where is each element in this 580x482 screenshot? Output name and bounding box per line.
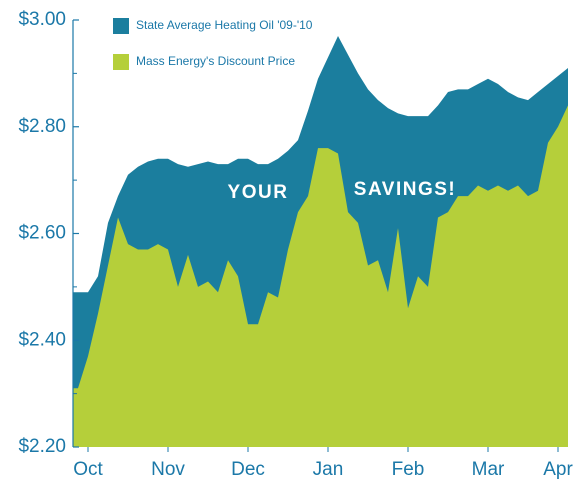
y-tick-label: $2.40 — [18, 329, 66, 350]
legend-swatch — [113, 54, 129, 70]
y-tick-label: $3.00 — [18, 9, 66, 30]
legend: State Average Heating Oil '09-'10 Mass En… — [113, 18, 313, 70]
x-tick-label: Feb — [392, 459, 425, 480]
annotation: SAVINGS! — [354, 179, 456, 200]
x-tick-label: Nov — [151, 459, 185, 480]
y-tick-label: $2.60 — [18, 223, 66, 244]
legend-swatch — [113, 18, 129, 34]
annotation: YOUR — [228, 182, 289, 203]
area — [73, 105, 568, 448]
x-tick-label: Dec — [231, 459, 265, 480]
legend-label: State Average Heating Oil '09-'10 — [136, 18, 313, 32]
plot-area — [73, 36, 568, 448]
x-tick-label: Mar — [472, 459, 505, 480]
y-tick-label: $2.80 — [18, 116, 66, 137]
axes: $2.20 $2.40 $2.60 $2.80 $3.00 Oct Nov Dec Jan Feb… — [18, 9, 573, 480]
x-tick-label: Jan — [313, 459, 344, 480]
x-tick-label: Oct — [73, 459, 103, 480]
legend-label: Mass Energy's Discount Price — [136, 54, 295, 68]
x-tick-label: Apr — [543, 459, 573, 480]
y-tick-label: $2.20 — [18, 436, 66, 457]
